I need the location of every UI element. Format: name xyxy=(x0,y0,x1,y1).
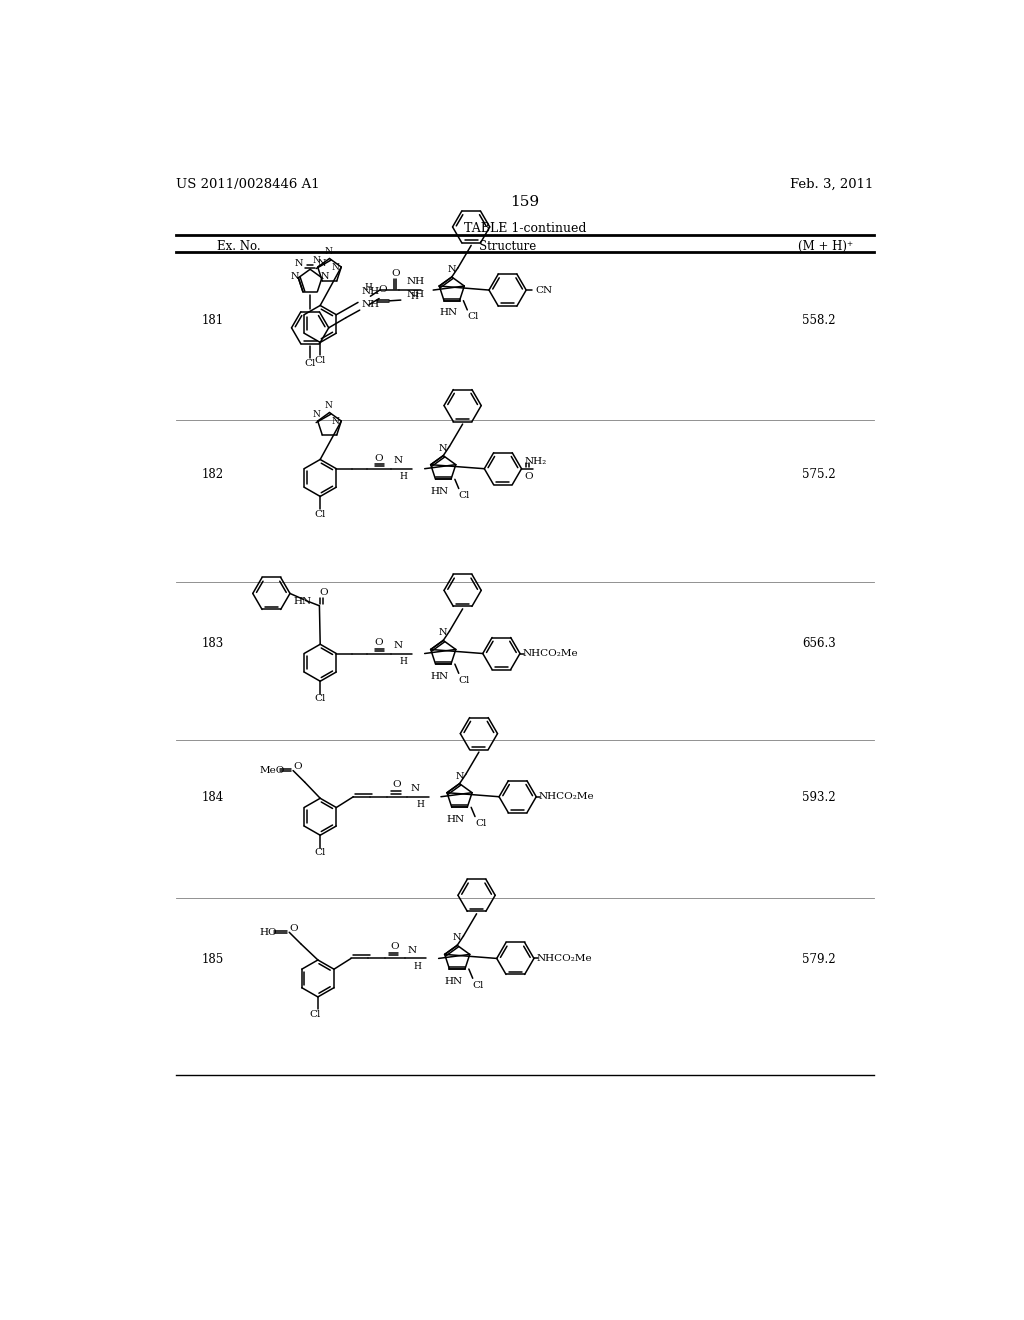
Text: N: N xyxy=(439,444,447,453)
Text: O: O xyxy=(375,454,383,462)
Text: N: N xyxy=(331,263,339,272)
Text: Cl: Cl xyxy=(310,1010,322,1019)
Text: Cl: Cl xyxy=(459,491,470,500)
Text: HN: HN xyxy=(444,977,463,986)
Text: O: O xyxy=(379,285,387,294)
Text: HO: HO xyxy=(260,928,278,937)
Text: Feb. 3, 2011: Feb. 3, 2011 xyxy=(791,178,873,190)
Text: H: H xyxy=(411,293,419,301)
Text: NH: NH xyxy=(407,289,424,298)
Text: N: N xyxy=(453,933,462,942)
Text: N: N xyxy=(291,272,299,281)
Text: MeO: MeO xyxy=(260,766,285,775)
Text: N: N xyxy=(456,772,464,780)
Text: NHCO₂Me: NHCO₂Me xyxy=(539,792,594,801)
Text: N: N xyxy=(313,256,321,265)
Text: N: N xyxy=(295,259,303,268)
Text: NHCO₂Me: NHCO₂Me xyxy=(537,954,592,962)
Text: NH₂: NH₂ xyxy=(524,457,547,466)
Text: 593.2: 593.2 xyxy=(802,791,836,804)
Text: Ex. No.: Ex. No. xyxy=(217,240,261,253)
Text: HN: HN xyxy=(439,309,457,317)
Text: US 2011/0028446 A1: US 2011/0028446 A1 xyxy=(176,178,319,190)
Text: NH: NH xyxy=(407,277,425,286)
Text: Cl: Cl xyxy=(314,694,326,704)
Text: N: N xyxy=(394,455,402,465)
Text: Cl: Cl xyxy=(314,510,326,519)
Text: N: N xyxy=(331,417,339,425)
Text: Cl: Cl xyxy=(314,355,326,364)
Text: NHCO₂Me: NHCO₂Me xyxy=(522,649,578,657)
Text: H: H xyxy=(399,656,408,665)
Text: N: N xyxy=(447,265,456,275)
Text: N: N xyxy=(321,272,330,281)
Text: 579.2: 579.2 xyxy=(802,953,836,966)
Text: O: O xyxy=(391,269,399,277)
Text: 184: 184 xyxy=(202,791,224,804)
Text: N: N xyxy=(410,784,419,793)
Text: 575.2: 575.2 xyxy=(802,467,836,480)
Text: O: O xyxy=(390,941,398,950)
Text: N: N xyxy=(408,945,417,954)
Text: 183: 183 xyxy=(202,638,224,649)
Text: 181: 181 xyxy=(202,314,224,326)
Text: (M + H)⁺: (M + H)⁺ xyxy=(798,240,853,253)
Text: NH: NH xyxy=(361,288,380,296)
Text: N: N xyxy=(317,259,326,268)
Text: Cl: Cl xyxy=(304,359,315,367)
Text: O: O xyxy=(293,762,302,771)
Text: O: O xyxy=(375,639,383,647)
Text: N: N xyxy=(325,401,333,411)
Text: Cl: Cl xyxy=(475,818,486,828)
Text: H: H xyxy=(399,471,408,480)
Text: Cl: Cl xyxy=(467,313,478,321)
Text: O: O xyxy=(319,587,328,597)
Text: O: O xyxy=(524,473,534,480)
Text: TABLE 1-continued: TABLE 1-continued xyxy=(464,222,586,235)
Text: H: H xyxy=(414,961,422,970)
Text: 159: 159 xyxy=(510,195,540,210)
Text: 185: 185 xyxy=(202,953,224,966)
Text: N: N xyxy=(313,409,321,418)
Text: HN: HN xyxy=(430,487,449,496)
Text: HN: HN xyxy=(446,814,465,824)
Text: Cl: Cl xyxy=(473,981,484,990)
Text: HN: HN xyxy=(294,597,312,606)
Text: H: H xyxy=(416,800,424,809)
Text: Structure: Structure xyxy=(479,240,537,253)
Text: 558.2: 558.2 xyxy=(802,314,836,326)
Text: N: N xyxy=(439,628,447,638)
Text: 656.3: 656.3 xyxy=(802,638,836,649)
Text: NH: NH xyxy=(361,300,380,309)
Text: HN: HN xyxy=(430,672,449,681)
Text: Cl: Cl xyxy=(459,676,470,685)
Text: N: N xyxy=(394,640,402,649)
Text: H: H xyxy=(365,284,372,293)
Text: O: O xyxy=(289,924,298,933)
Text: O: O xyxy=(392,780,401,789)
Text: CN: CN xyxy=(536,285,553,294)
Text: Cl: Cl xyxy=(314,849,326,857)
Text: 182: 182 xyxy=(202,467,224,480)
Text: N: N xyxy=(325,247,333,256)
